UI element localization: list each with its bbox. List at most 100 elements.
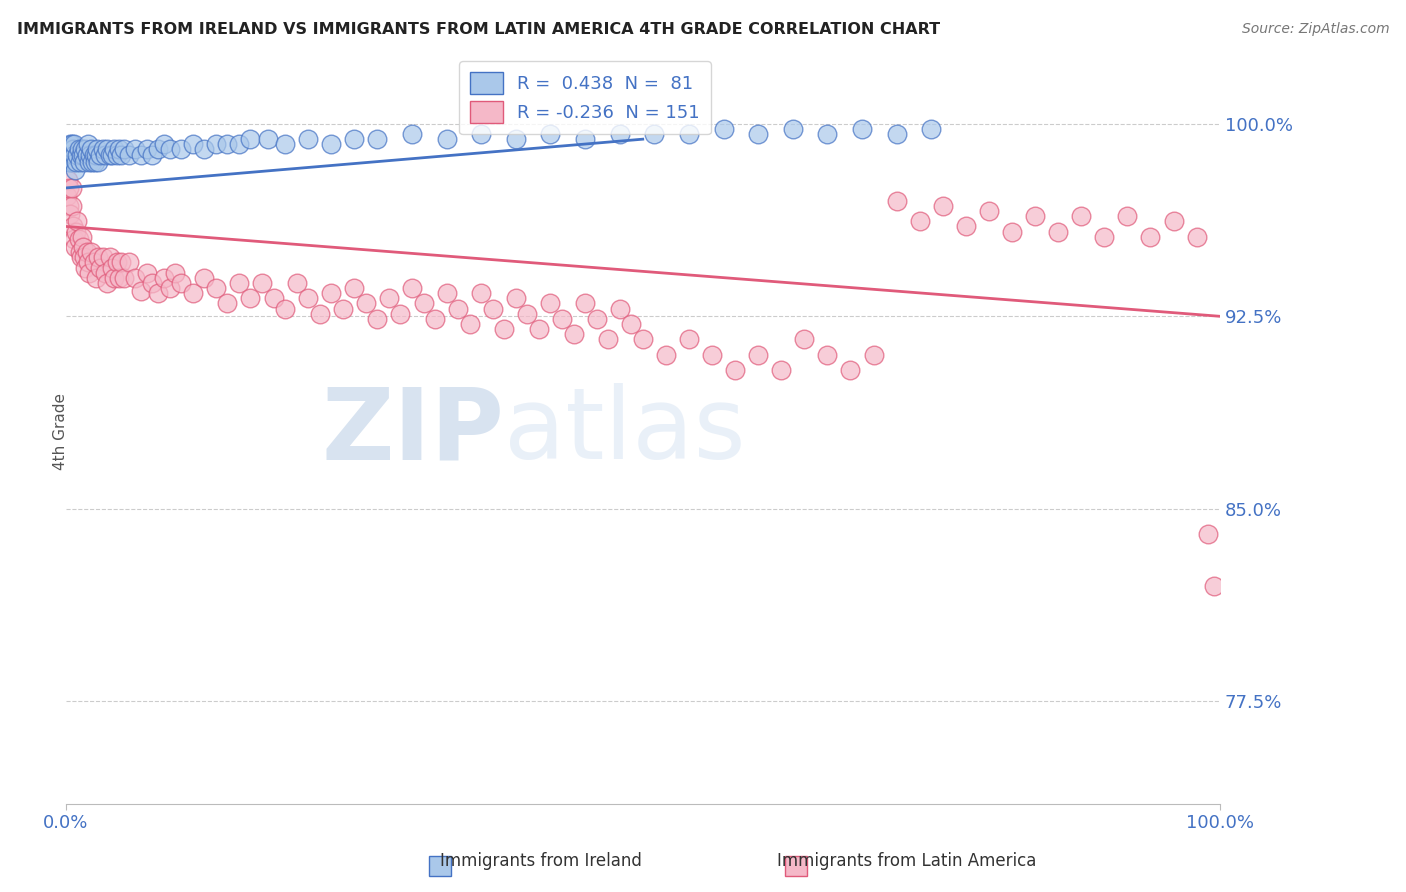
Point (141, 147, 163, 161)
Point (70, 229, 93, 244)
Point (204, 281, 226, 295)
Point (354, 296, 377, 310)
Point (83, 255, 105, 269)
Point (56, 173, 79, 187)
Point (494, 322, 516, 336)
Point (58, 181, 80, 195)
Point (84, 270, 107, 285)
Point (631, 332, 654, 346)
Point (274, 301, 297, 316)
Point (76, 245, 98, 260)
Point (920, 122, 942, 136)
Point (620, 317, 643, 331)
Point (505, 132, 527, 146)
Point (458, 317, 481, 331)
Point (470, 127, 492, 141)
Point (62, 155, 84, 169)
Point (332, 301, 354, 316)
Point (118, 147, 141, 161)
Point (1163, 214, 1185, 228)
Point (60, 147, 83, 161)
Point (77, 266, 100, 280)
Point (423, 311, 446, 326)
Point (851, 122, 873, 136)
Point (239, 291, 262, 305)
Point (643, 127, 665, 141)
Point (228, 276, 250, 290)
Point (862, 348, 884, 362)
Point (96, 276, 118, 290)
Point (228, 137, 250, 152)
Point (105, 147, 128, 161)
Point (955, 219, 977, 234)
Point (56, 147, 79, 161)
Point (321, 137, 343, 152)
Point (83, 147, 105, 161)
Point (72, 240, 94, 254)
Point (76, 255, 98, 269)
Point (60, 181, 83, 195)
Point (217, 296, 239, 310)
Point (65, 225, 87, 239)
Point (76, 137, 98, 152)
Point (1001, 225, 1024, 239)
Point (562, 327, 585, 342)
Point (886, 194, 908, 208)
Point (110, 255, 132, 269)
Point (67, 143, 90, 157)
Point (256, 132, 278, 146)
Point (165, 266, 187, 280)
Point (321, 286, 343, 301)
Point (96, 143, 118, 157)
Point (66, 214, 89, 228)
Text: IMMIGRANTS FROM IRELAND VS IMMIGRANTS FROM LATIN AMERICA 4TH GRADE CORRELATION C: IMMIGRANTS FROM IRELAND VS IMMIGRANTS FR… (17, 22, 941, 37)
Point (84, 147, 107, 161)
Point (366, 311, 388, 326)
Point (297, 291, 319, 305)
Point (56, 188, 79, 202)
Point (129, 284, 152, 298)
Point (297, 132, 319, 146)
Point (76, 147, 98, 161)
Point (747, 348, 769, 362)
Point (141, 276, 163, 290)
Point (60, 199, 83, 213)
Point (112, 143, 135, 157)
Point (886, 127, 908, 141)
Point (58, 147, 80, 161)
Point (308, 307, 330, 321)
Point (98, 147, 121, 161)
Point (170, 143, 193, 157)
Point (83, 155, 105, 169)
Point (204, 137, 226, 152)
Point (540, 127, 562, 141)
Point (124, 270, 146, 285)
Point (62, 219, 84, 234)
Point (193, 143, 215, 157)
Point (112, 270, 135, 285)
Point (1197, 527, 1219, 541)
Point (94, 147, 117, 161)
Point (80, 245, 103, 260)
Point (540, 296, 562, 310)
Point (63, 163, 86, 178)
Legend: R =  0.438  N =  81, R = -0.236  N = 151: R = 0.438 N = 81, R = -0.236 N = 151 (460, 62, 710, 134)
Point (343, 132, 366, 146)
Point (67, 232, 90, 246)
Point (59, 155, 82, 169)
Point (73, 155, 96, 169)
Text: atlas: atlas (505, 384, 747, 480)
Point (250, 276, 273, 290)
Text: Source: ZipAtlas.com: Source: ZipAtlas.com (1241, 22, 1389, 37)
Point (713, 122, 735, 136)
Point (79, 147, 101, 161)
Point (124, 143, 146, 157)
Point (146, 143, 169, 157)
Point (793, 332, 815, 346)
Point (103, 143, 125, 157)
Point (91, 250, 114, 264)
Point (678, 332, 700, 346)
Point (1116, 209, 1139, 223)
Point (505, 291, 527, 305)
Point (63, 240, 86, 254)
